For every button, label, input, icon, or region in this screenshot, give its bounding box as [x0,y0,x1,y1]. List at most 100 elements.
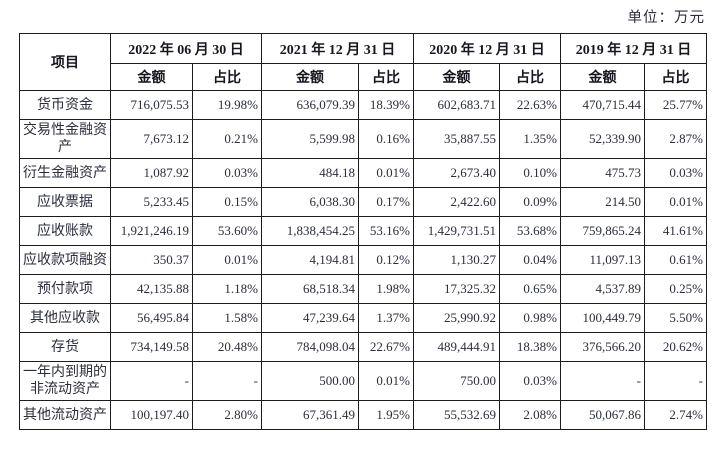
table-header: 项目 2022 年 06 月 30 日 2021 年 12 月 31 日 202… [19,33,707,91]
ratio-cell: 2.87% [644,119,707,159]
table-row: 预付款项 42,135.88 1.18% 68,518.34 1.98% 17,325.3… [19,274,707,304]
ratio-cell: 18.38% [499,332,561,362]
table-row: 其他应收款 56,495.84 1.58% 47,239.64 1.37% 25,990.… [19,303,707,333]
amount-cell: 214.50 [560,187,645,217]
ratio-cell: 5.50% [644,303,707,333]
ratio-cell: 0.03% [499,361,561,401]
amount-cell: 1,429,731.51 [413,216,500,246]
amount-cell: 56,495.84 [110,303,193,333]
ratio-cell: 1.37% [358,303,414,333]
amount-cell: 55,532.69 [413,400,500,430]
column-header-amount-2019: 金额 [560,63,645,91]
column-header-item: 项目 [19,33,111,91]
amount-cell: - [560,361,645,401]
column-header-ratio-2020: 占比 [499,63,561,91]
amount-cell: 1,130.27 [413,245,500,275]
table-row: 应收账款 1,921,246.19 53.60% 1,838,454.25 53.16%… [19,216,707,246]
table-row: 交易性金融资产 7,673.12 0.21% 5,599.98 0.16% 35,887.… [19,119,707,159]
table-row: 其他流动资产 100,197.40 2.80% 67,361.49 1.95% 55,53… [19,400,707,430]
column-header-date-2021: 2021 年 12 月 31 日 [261,33,414,64]
ratio-cell: 20.48% [192,332,262,362]
ratio-cell: 2.74% [644,400,707,430]
header-row-dates: 项目 2022 年 06 月 30 日 2021 年 12 月 31 日 202… [19,33,707,91]
ratio-cell: 0.09% [499,187,561,217]
ratio-cell: 1.35% [499,119,561,159]
ratio-cell: - [192,361,262,401]
ratio-cell: 1.18% [192,274,262,304]
table-row: 一年内到期的非流动资产 - -500.00 0.01% 750.00 0.03% - - [19,361,707,401]
amount-cell: 350.37 [110,245,193,275]
ratio-cell: 53.16% [358,216,414,246]
ratio-cell: 0.15% [192,187,262,217]
ratio-cell: 53.60% [192,216,262,246]
amount-cell: 4,194.81 [261,245,359,275]
ratio-cell: 2.08% [499,400,561,430]
amount-cell: 500.00 [261,361,359,401]
row-item-label: 应收票据 [19,187,111,217]
amount-cell: 470,715.44 [560,90,645,120]
ratio-cell: 20.62% [644,332,707,362]
row-item-label: 应收账款 [19,216,111,246]
row-item-label: 货币资金 [19,90,111,120]
amount-cell: 6,038.30 [261,187,359,217]
column-header-amount-2022: 金额 [110,63,193,91]
table-row: 应收票据 5,233.45 0.15% 6,038.30 0.17% 2,422.60 0.… [19,187,707,217]
column-header-date-2022: 2022 年 06 月 30 日 [110,33,262,64]
ratio-cell: 0.65% [499,274,561,304]
amount-cell: 750.00 [413,361,500,401]
amount-cell: 734,149.58 [110,332,193,362]
amount-cell: 1,087.92 [110,158,193,188]
row-item-label: 存货 [19,332,111,362]
ratio-cell: 0.10% [499,158,561,188]
row-item-label: 交易性金融资产 [19,119,111,159]
amount-cell: 1,921,246.19 [110,216,193,246]
table-row: 衍生金融资产 1,087.92 0.03% 484.18 0.01% 2,673.40 0.… [19,158,707,188]
row-item-label: 预付款项 [19,274,111,304]
ratio-cell: 0.21% [192,119,262,159]
table-row: 货币资金 716,075.53 19.98% 636,079.39 18.39% 602,… [19,90,707,120]
amount-cell: 68,518.34 [261,274,359,304]
column-header-amount-2020: 金额 [413,63,500,91]
unit-label: 单位：万元 [627,10,705,26]
ratio-cell: 18.39% [358,90,414,120]
ratio-cell: 0.01% [358,361,414,401]
ratio-cell: 1.95% [358,400,414,430]
ratio-cell: 2.80% [192,400,262,430]
amount-cell: 784,098.04 [261,332,359,362]
amount-cell: 100,197.40 [110,400,193,430]
amount-cell: - [110,361,193,401]
ratio-cell: 0.01% [192,245,262,275]
ratio-cell: 41.61% [644,216,707,246]
ratio-cell: 0.17% [358,187,414,217]
table-body: 货币资金 716,075.53 19.98% 636,079.39 18.39% 602,… [19,90,707,430]
ratio-cell: 0.01% [358,158,414,188]
amount-cell: 42,135.88 [110,274,193,304]
current-assets-table: 项目 2022 年 06 月 30 日 2021 年 12 月 31 日 202… [19,33,707,430]
table-row: 应收款项融资 350.37 0.01% 4,194.81 0.12% 1,130.27 0.… [19,245,707,275]
row-item-label: 应收款项融资 [19,245,111,275]
amount-cell: 4,537.89 [560,274,645,304]
amount-cell: 5,599.98 [261,119,359,159]
ratio-cell: 0.61% [644,245,707,275]
column-header-ratio-2019: 占比 [644,63,707,91]
ratio-cell: 0.12% [358,245,414,275]
ratio-cell: - [644,361,707,401]
column-header-amount-2021: 金额 [261,63,359,91]
amount-cell: 2,422.60 [413,187,500,217]
amount-cell: 636,079.39 [261,90,359,120]
ratio-cell: 1.58% [192,303,262,333]
amount-cell: 17,325.32 [413,274,500,304]
ratio-cell: 0.98% [499,303,561,333]
amount-cell: 489,444.91 [413,332,500,362]
amount-cell: 716,075.53 [110,90,193,120]
column-header-ratio-2021: 占比 [358,63,414,91]
ratio-cell: 22.63% [499,90,561,120]
row-item-label: 其他流动资产 [19,400,111,430]
ratio-cell: 0.03% [192,158,262,188]
ratio-cell: 0.16% [358,119,414,159]
ratio-cell: 22.67% [358,332,414,362]
row-item-label: 衍生金融资产 [19,158,111,188]
column-header-date-2020: 2020 年 12 月 31 日 [413,33,561,64]
amount-cell: 50,067.86 [560,400,645,430]
